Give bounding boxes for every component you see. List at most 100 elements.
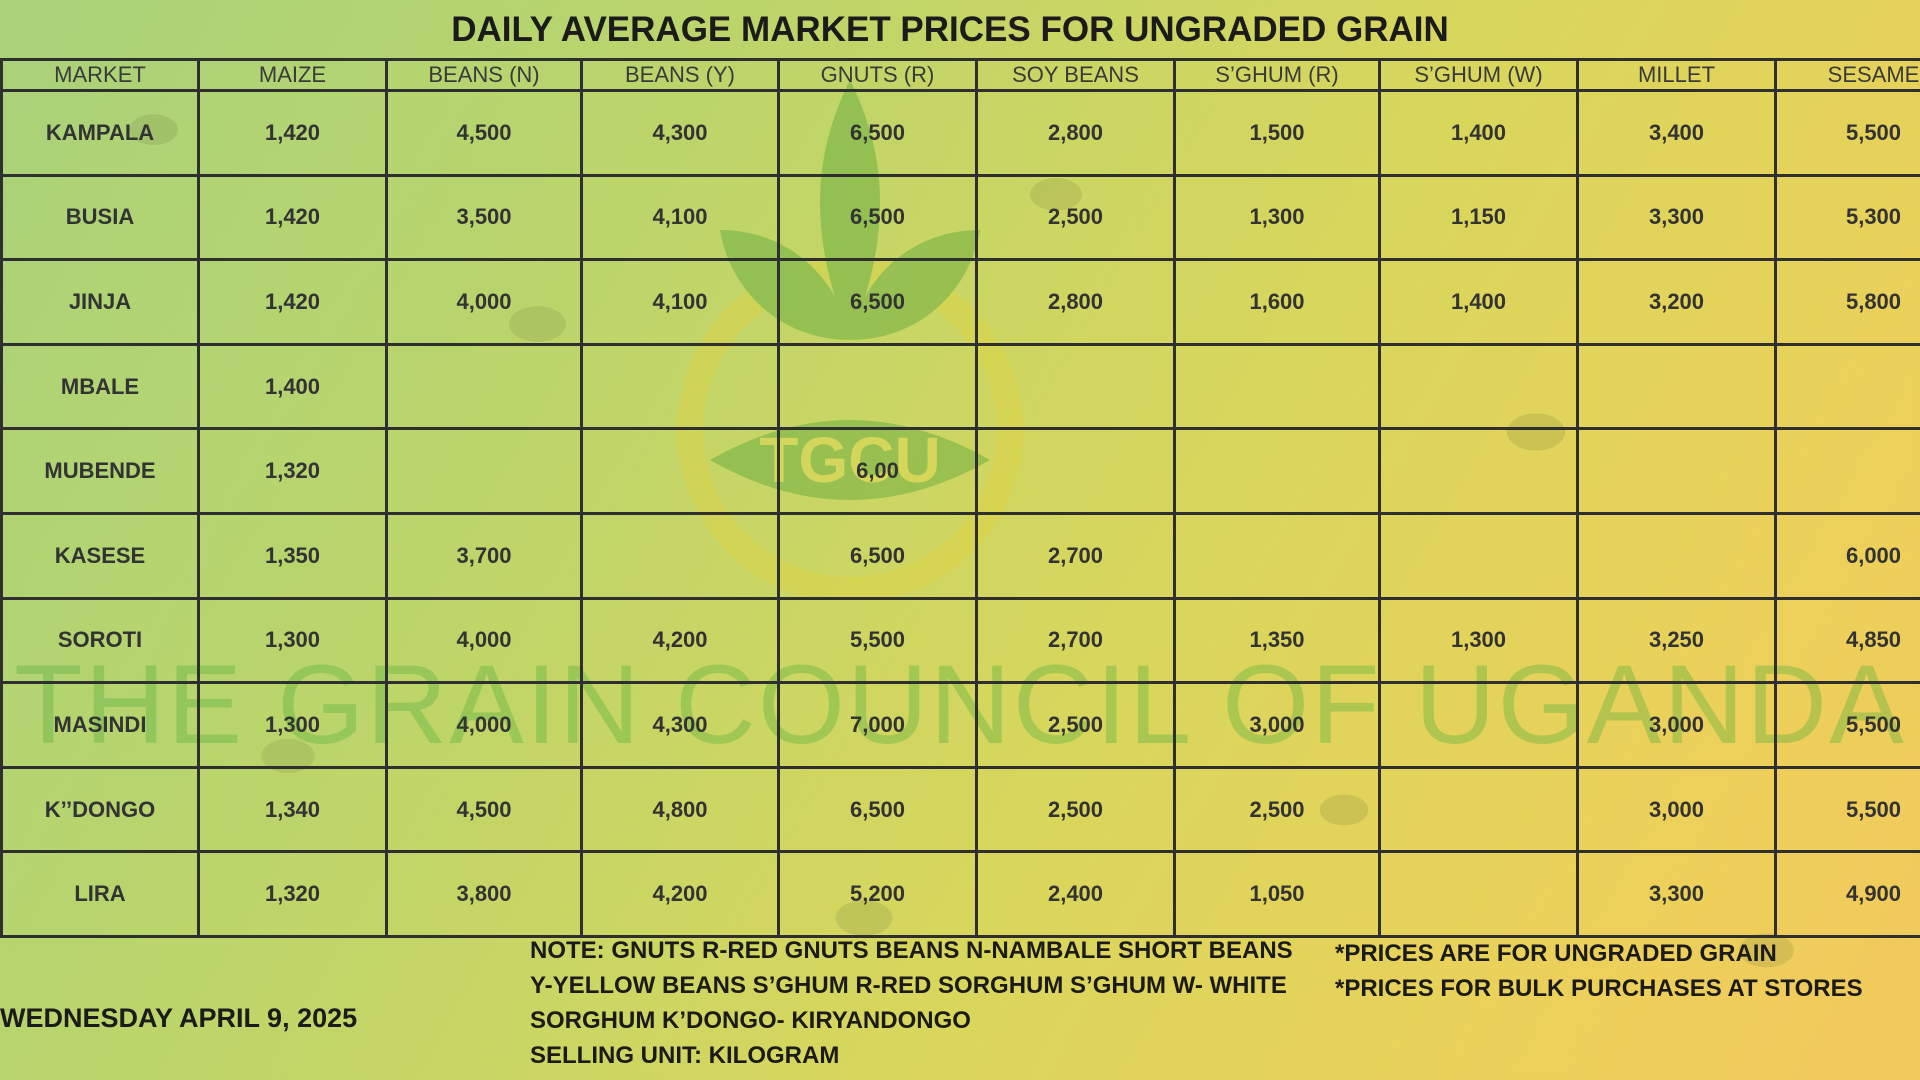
price-cell: [1378, 681, 1579, 769]
price-cell: 3,400: [1576, 89, 1777, 177]
price-cell: [1173, 427, 1381, 515]
price-cell: 1,400: [1378, 258, 1579, 346]
price-cell: [1576, 342, 1777, 431]
column-header: BEANS (N): [385, 58, 583, 92]
price-cell: 1,420: [197, 173, 388, 262]
price-cell: 2,500: [975, 765, 1176, 854]
price-cell: 3,700: [385, 511, 583, 600]
column-header: S’GHUM (R): [1173, 58, 1381, 92]
market-name-cell: K’’DONGO: [0, 765, 200, 854]
price-cell: [385, 342, 583, 431]
price-cell: 4,900: [1774, 850, 1920, 938]
price-cell: 6,000: [1774, 511, 1920, 600]
price-cell: [777, 342, 978, 431]
table-row: MASINDI 1,300 4,000 4,300 7,000 2,500 3,000 3,0…: [0, 681, 1920, 769]
column-header: SESAME: [1774, 58, 1920, 92]
price-cell: 3,000: [1576, 681, 1777, 769]
price-cell: 4,000: [385, 681, 583, 769]
table-row: MBALE 1,400: [0, 342, 1920, 431]
price-cell: 3,000: [1576, 765, 1777, 854]
price-cell: [580, 427, 780, 515]
note-line: SORGHUM K’DONGO- KIRYANDONGO: [530, 1007, 971, 1034]
price-cell: [1378, 850, 1579, 938]
price-cell: 1,300: [197, 681, 388, 769]
price-cell: [580, 511, 780, 600]
market-name-cell: MASINDI: [0, 681, 200, 769]
price-cell: [1173, 342, 1381, 431]
price-cell: [1173, 511, 1381, 600]
price-cell: [385, 427, 583, 515]
price-cell: 5,300: [1774, 173, 1920, 262]
note-line: Y-YELLOW BEANS S’GHUM R-RED SORGHUM S’GH…: [530, 972, 1287, 999]
table-body: KAMPALA 1,420 4,500 4,300 6,500 2,800 1,500 1,4…: [0, 89, 1920, 938]
price-cell: 5,500: [1774, 681, 1920, 769]
price-cell: 4,000: [385, 258, 583, 346]
price-cell: 2,400: [975, 850, 1176, 938]
column-header: BEANS (Y): [580, 58, 780, 92]
abbreviation-notes: NOTE: GNUTS R-RED GNUTS BEANS N-NAMBALE …: [530, 933, 1310, 1073]
note-line: NOTE: GNUTS R-RED GNUTS BEANS N-NAMBALE …: [530, 937, 1293, 964]
price-cell: [1378, 511, 1579, 600]
market-name-cell: MUBENDE: [0, 427, 200, 515]
price-cell: 4,800: [580, 765, 780, 854]
price-cell: 6,500: [777, 258, 978, 346]
price-cell: 4,200: [580, 850, 780, 938]
price-cell: 3,800: [385, 850, 583, 938]
price-cell: 5,500: [1774, 89, 1920, 177]
price-cell: 5,800: [1774, 258, 1920, 346]
price-cell: 1,600: [1173, 258, 1381, 346]
price-cell: 1,420: [197, 258, 388, 346]
price-cell: 2,800: [975, 258, 1176, 346]
price-cell: 2,500: [975, 681, 1176, 769]
report-date: WEDNESDAY APRIL 9, 2025: [0, 1003, 358, 1033]
price-cell: 1,300: [197, 596, 388, 685]
column-header: MILLET: [1576, 58, 1777, 92]
market-name-cell: MBALE: [0, 342, 200, 431]
price-cell: 1,350: [1173, 596, 1381, 685]
price-cell: 1,350: [197, 511, 388, 600]
price-cell: 6,500: [777, 765, 978, 854]
price-cell: [1774, 342, 1920, 431]
price-cell: 1,300: [1378, 596, 1579, 685]
price-cell: 3,500: [385, 173, 583, 262]
column-header: GNUTS (R): [777, 58, 978, 92]
price-cell: 1,050: [1173, 850, 1381, 938]
price-table: MARKET MAIZE BEANS (N) BEANS (Y) GNUTS (R) SO…: [0, 58, 1920, 938]
price-cell: [1576, 511, 1777, 600]
price-cell: 6,00: [777, 427, 978, 515]
column-header: S’GHUM (W): [1378, 58, 1579, 92]
price-cell: 1,500: [1173, 89, 1381, 177]
price-cell: 4,100: [580, 258, 780, 346]
price-cell: 4,300: [580, 89, 780, 177]
price-cell: 5,500: [1774, 765, 1920, 854]
price-cell: 4,300: [580, 681, 780, 769]
price-cell: 1,420: [197, 89, 388, 177]
price-cell: [1378, 427, 1579, 515]
price-cell: 4,000: [385, 596, 583, 685]
price-cell: 2,700: [975, 511, 1176, 600]
price-cell: 3,250: [1576, 596, 1777, 685]
price-cell: [975, 427, 1176, 515]
price-disclaimers: *PRICES ARE FOR UNGRADED GRAIN *PRICES F…: [1335, 936, 1863, 1006]
price-cell: 4,500: [385, 765, 583, 854]
market-name-cell: LIRA: [0, 850, 200, 938]
column-header: MARKET: [0, 58, 200, 92]
price-cell: 2,800: [975, 89, 1176, 177]
market-name-cell: KAMPALA: [0, 89, 200, 177]
price-cell: 3,300: [1576, 850, 1777, 938]
column-header: MAIZE: [197, 58, 388, 92]
table-row: MUBENDE 1,320 6,00: [0, 427, 1920, 515]
price-cell: 2,500: [1173, 765, 1381, 854]
disclaimer-line: *PRICES FOR BULK PURCHASES AT STORES: [1335, 975, 1863, 1002]
header-row: MARKET MAIZE BEANS (N) BEANS (Y) GNUTS (R) SO…: [0, 58, 1920, 92]
table-row: LIRA 1,320 3,800 4,200 5,200 2,400 1,050 3,300 4…: [0, 850, 1920, 938]
price-cell: 4,850: [1774, 596, 1920, 685]
price-cell: 6,500: [777, 89, 978, 177]
table-row: KAMPALA 1,420 4,500 4,300 6,500 2,800 1,500 1,4…: [0, 89, 1920, 177]
page-title: DAILY AVERAGE MARKET PRICES FOR UNGRADED…: [451, 10, 1449, 49]
price-cell: [1378, 342, 1579, 431]
price-cell: [1576, 427, 1777, 515]
price-cell: 3,300: [1576, 173, 1777, 262]
price-cell: 1,320: [197, 850, 388, 938]
disclaimer-line: *PRICES ARE FOR UNGRADED GRAIN: [1335, 940, 1777, 967]
